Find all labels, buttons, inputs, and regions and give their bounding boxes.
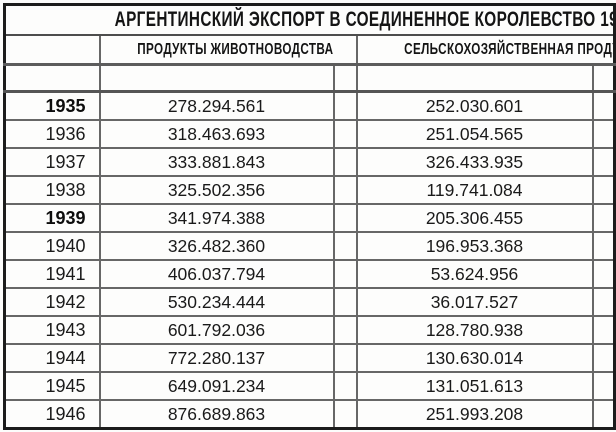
table-row: 1944 772.280.137 130.630.014 xyxy=(3,343,616,373)
table-row: 1938 325.502.356 119.741.084 xyxy=(3,175,616,205)
gutter-cell xyxy=(332,119,358,149)
table-title-cell: АРГЕНТИНСКИЙ ЭКСПОРТ В СОЕДИНЕННОЕ КОРОЛ… xyxy=(3,3,616,36)
livestock-header-label: ПРОДУКТЫ ЖИВОТНОВОДСТВА xyxy=(136,40,333,58)
agriculture-value-cell: 326.433.935 xyxy=(355,147,594,177)
gutter-cell xyxy=(591,315,616,345)
table-row: 1942 530.234.444 36.017.527 xyxy=(3,287,616,317)
table-title: АРГЕНТИНСКИЙ ЭКСПОРТ В СОЕДИНЕННОЕ КОРОЛ… xyxy=(114,8,613,31)
table-row: 1936 318.463.693 251.054.565 xyxy=(3,119,616,149)
agriculture-column-header: СЕЛЬСКОХОЗЯЙСТВЕННАЯ ПРОДУКЦИЯ xyxy=(355,34,616,66)
livestock-value-cell: 278.294.561 xyxy=(98,90,335,121)
gutter-cell xyxy=(332,63,358,93)
gutter-cell xyxy=(332,231,358,261)
table-row: 1939 341.974.388 205.306.455 xyxy=(3,203,616,233)
agriculture-value-cell: 251.993.208 xyxy=(355,399,594,430)
gutter-cell xyxy=(332,203,358,233)
year-cell: 1940 xyxy=(3,231,101,261)
livestock-value-cell: 318.463.693 xyxy=(98,119,335,149)
table-row: 1943 601.792.036 128.780.938 xyxy=(3,315,616,345)
year-column-header xyxy=(3,34,101,66)
agriculture-value-cell: 205.306.455 xyxy=(355,203,594,233)
gutter-cell xyxy=(591,231,616,261)
year-cell: 1941 xyxy=(3,259,101,289)
livestock-value-cell: 341.974.388 xyxy=(98,203,335,233)
spacer-cell xyxy=(355,63,594,93)
spacer-cell xyxy=(3,63,101,93)
agriculture-value-cell: 251.054.565 xyxy=(355,119,594,149)
year-cell: 1945 xyxy=(3,371,101,401)
table-row: 1941 406.037.794 53.624.956 xyxy=(3,259,616,289)
agriculture-value-cell: 36.017.527 xyxy=(355,287,594,317)
livestock-value-cell: 530.234.444 xyxy=(98,287,335,317)
gutter-cell xyxy=(332,343,358,373)
gutter-cell xyxy=(332,175,358,205)
gutter-cell xyxy=(332,287,358,317)
gutter-cell xyxy=(591,399,616,430)
gutter-cell xyxy=(591,175,616,205)
spacer-row xyxy=(3,63,616,93)
agriculture-value-cell: 196.953.368 xyxy=(355,231,594,261)
year-cell: 1936 xyxy=(3,119,101,149)
livestock-value-cell: 876.689.863 xyxy=(98,399,335,430)
gutter-cell xyxy=(332,315,358,345)
livestock-value-cell: 326.482.360 xyxy=(98,231,335,261)
table-title-row: АРГЕНТИНСКИЙ ЭКСПОРТ В СОЕДИНЕННОЕ КОРОЛ… xyxy=(3,3,616,36)
gutter-cell xyxy=(591,63,616,93)
year-cell: 1937 xyxy=(3,147,101,177)
year-cell: 1938 xyxy=(3,175,101,205)
year-cell: 1943 xyxy=(3,315,101,345)
table-row: 1946 876.689.863 251.993.208 xyxy=(3,399,616,430)
export-data-table: АРГЕНТИНСКИЙ ЭКСПОРТ В СОЕДИНЕННОЕ КОРОЛ… xyxy=(3,3,616,430)
year-cell: 1942 xyxy=(3,287,101,317)
agriculture-value-cell: 131.051.613 xyxy=(355,371,594,401)
agriculture-value-cell: 252.030.601 xyxy=(355,90,594,121)
gutter-cell xyxy=(591,119,616,149)
gutter-cell xyxy=(591,287,616,317)
table-row: 1940 326.482.360 196.953.368 xyxy=(3,231,616,261)
year-cell: 1944 xyxy=(3,343,101,373)
livestock-column-header: ПРОДУКТЫ ЖИВОТНОВОДСТВА xyxy=(98,34,358,66)
gutter-cell xyxy=(591,203,616,233)
gutter-cell xyxy=(591,90,616,121)
year-cell: 1946 xyxy=(3,399,101,430)
table-row: 1937 333.881.843 326.433.935 xyxy=(3,147,616,177)
year-cell: 1935 xyxy=(3,90,101,121)
livestock-value-cell: 333.881.843 xyxy=(98,147,335,177)
table-row: 1945 649.091.234 131.051.613 xyxy=(3,371,616,401)
livestock-value-cell: 601.792.036 xyxy=(98,315,335,345)
gutter-cell xyxy=(332,399,358,430)
gutter-cell xyxy=(332,371,358,401)
livestock-value-cell: 325.502.356 xyxy=(98,175,335,205)
livestock-value-cell: 772.280.137 xyxy=(98,343,335,373)
gutter-cell xyxy=(591,343,616,373)
year-cell: 1939 xyxy=(3,203,101,233)
gutter-cell xyxy=(591,147,616,177)
gutter-cell xyxy=(332,90,358,121)
gutter-cell xyxy=(332,259,358,289)
gutter-cell xyxy=(591,371,616,401)
agriculture-value-cell: 130.630.014 xyxy=(355,343,594,373)
agriculture-header-label: СЕЛЬСКОХОЗЯЙСТВЕННАЯ ПРОДУКЦИЯ xyxy=(403,40,613,58)
agriculture-value-cell: 128.780.938 xyxy=(355,315,594,345)
table-row: 1935 278.294.561 252.030.601 xyxy=(3,90,616,121)
gutter-cell xyxy=(332,147,358,177)
table-header-row: ПРОДУКТЫ ЖИВОТНОВОДСТВА СЕЛЬСКОХОЗЯЙСТВЕ… xyxy=(3,34,616,66)
agriculture-value-cell: 53.624.956 xyxy=(355,259,594,289)
spacer-cell xyxy=(98,63,335,93)
agriculture-value-cell: 119.741.084 xyxy=(355,175,594,205)
livestock-value-cell: 649.091.234 xyxy=(98,371,335,401)
livestock-value-cell: 406.037.794 xyxy=(98,259,335,289)
gutter-cell xyxy=(591,259,616,289)
